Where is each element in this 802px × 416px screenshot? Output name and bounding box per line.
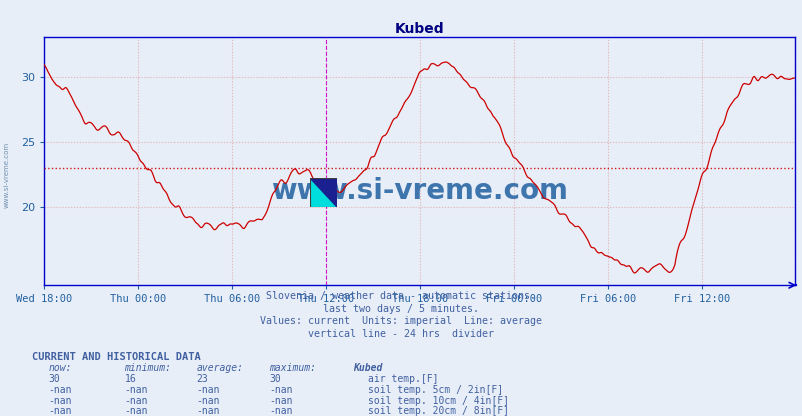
Text: -nan: -nan <box>124 385 148 395</box>
Text: average:: average: <box>196 363 244 373</box>
Text: -nan: -nan <box>196 385 220 395</box>
Text: 30: 30 <box>269 374 281 384</box>
Text: -nan: -nan <box>269 385 292 395</box>
Polygon shape <box>310 178 336 207</box>
Text: minimum:: minimum: <box>124 363 172 373</box>
Text: maximum:: maximum: <box>269 363 316 373</box>
Text: -nan: -nan <box>196 396 220 406</box>
Text: -nan: -nan <box>196 406 220 416</box>
Text: -nan: -nan <box>269 396 292 406</box>
Text: now:: now: <box>48 363 71 373</box>
Text: last two days / 5 minutes.: last two days / 5 minutes. <box>323 304 479 314</box>
Text: 16: 16 <box>124 374 136 384</box>
Text: -nan: -nan <box>269 406 292 416</box>
Text: -nan: -nan <box>124 396 148 406</box>
Text: 30: 30 <box>48 374 60 384</box>
Title: Kubed: Kubed <box>395 22 444 36</box>
Text: www.si-vreme.com: www.si-vreme.com <box>3 142 10 208</box>
Text: soil temp. 20cm / 8in[F]: soil temp. 20cm / 8in[F] <box>367 406 508 416</box>
Polygon shape <box>310 178 336 207</box>
Text: CURRENT AND HISTORICAL DATA: CURRENT AND HISTORICAL DATA <box>32 352 200 362</box>
Text: soil temp. 10cm / 4in[F]: soil temp. 10cm / 4in[F] <box>367 396 508 406</box>
Text: -nan: -nan <box>48 396 71 406</box>
Text: Values: current  Units: imperial  Line: average: Values: current Units: imperial Line: av… <box>260 316 542 326</box>
Text: vertical line - 24 hrs  divider: vertical line - 24 hrs divider <box>308 329 494 339</box>
Text: -nan: -nan <box>48 406 71 416</box>
Text: www.si-vreme.com: www.si-vreme.com <box>271 177 567 205</box>
Text: Slovenia / weather data - automatic stations.: Slovenia / weather data - automatic stat… <box>266 291 536 301</box>
Text: Kubed: Kubed <box>353 363 383 373</box>
Text: 23: 23 <box>196 374 209 384</box>
Text: air temp.[F]: air temp.[F] <box>367 374 438 384</box>
Polygon shape <box>310 178 336 207</box>
Text: -nan: -nan <box>48 385 71 395</box>
Text: -nan: -nan <box>124 406 148 416</box>
Text: soil temp. 5cm / 2in[F]: soil temp. 5cm / 2in[F] <box>367 385 502 395</box>
